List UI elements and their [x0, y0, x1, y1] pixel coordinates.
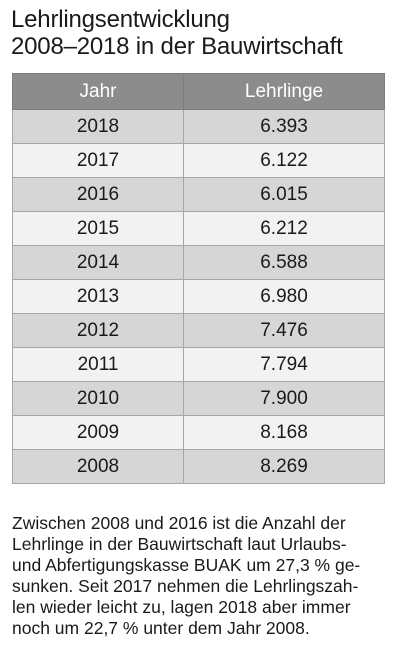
cell-year: 2018 — [12, 109, 184, 144]
table-row: 2018 6.393 — [12, 109, 385, 144]
cell-apprentices: 6.980 — [183, 279, 385, 314]
cell-year: 2008 — [12, 449, 184, 484]
table-row: 2015 6.212 — [12, 211, 385, 246]
title-line-2: 2008–2018 in der Bauwirtschaft — [11, 33, 343, 60]
caption-line: Lehrlinge in der Bauwirtschaft laut Urla… — [12, 534, 347, 554]
page-title: Lehrlingsentwicklung 2008–2018 in der Ba… — [11, 6, 391, 60]
cell-apprentices: 6.122 — [183, 143, 385, 178]
cell-year: 2012 — [12, 313, 184, 348]
table-row: 2014 6.588 — [12, 245, 385, 280]
table-row: 2011 7.794 — [12, 347, 385, 382]
title-line-1: Lehrlingsentwicklung — [11, 6, 230, 33]
cell-year: 2014 — [12, 245, 184, 280]
cell-apprentices: 8.168 — [183, 415, 385, 450]
cell-apprentices: 6.212 — [183, 211, 385, 246]
caption-line: len wieder leicht zu, lagen 2018 aber im… — [12, 597, 351, 617]
cell-apprentices: 6.588 — [183, 245, 385, 280]
table-row: 2010 7.900 — [12, 381, 385, 416]
cell-apprentices: 6.015 — [183, 177, 385, 212]
table-row: 2012 7.476 — [12, 313, 385, 348]
caption-line: noch um 22,7 % unter dem Jahr 2008. — [12, 618, 310, 638]
cell-apprentices: 6.393 — [183, 109, 385, 144]
cell-year: 2013 — [12, 279, 184, 314]
caption-text: Zwischen 2008 und 2016 ist die Anzahl de… — [12, 513, 388, 639]
cell-apprentices: 7.476 — [183, 313, 385, 348]
cell-year: 2016 — [12, 177, 184, 212]
cell-year: 2011 — [12, 347, 184, 382]
cell-year: 2009 — [12, 415, 184, 450]
caption-line: Zwischen 2008 und 2016 ist die Anzahl de… — [12, 513, 346, 533]
cell-apprentices: 7.900 — [183, 381, 385, 416]
table-row: 2009 8.168 — [12, 415, 385, 450]
apprentice-table: Jahr Lehrlinge 2018 6.393 2017 6.122 201… — [12, 73, 385, 484]
cell-apprentices: 7.794 — [183, 347, 385, 382]
table-row: 2008 8.269 — [12, 449, 385, 484]
table-row: 2016 6.015 — [12, 177, 385, 212]
caption-line: und Abfertigungskasse BUAK um 27,3 % ge- — [12, 555, 361, 575]
cell-year: 2010 — [12, 381, 184, 416]
cell-year: 2017 — [12, 143, 184, 178]
cell-year: 2015 — [12, 211, 184, 246]
header-year: Jahr — [12, 73, 184, 110]
table-row: 2013 6.980 — [12, 279, 385, 314]
header-apprentices: Lehrlinge — [183, 73, 385, 110]
cell-apprentices: 8.269 — [183, 449, 385, 484]
table-row: 2017 6.122 — [12, 143, 385, 178]
caption-line: sunken. Seit 2017 nehmen die Lehrlingsza… — [12, 576, 359, 596]
table-header-row: Jahr Lehrlinge — [12, 73, 385, 110]
